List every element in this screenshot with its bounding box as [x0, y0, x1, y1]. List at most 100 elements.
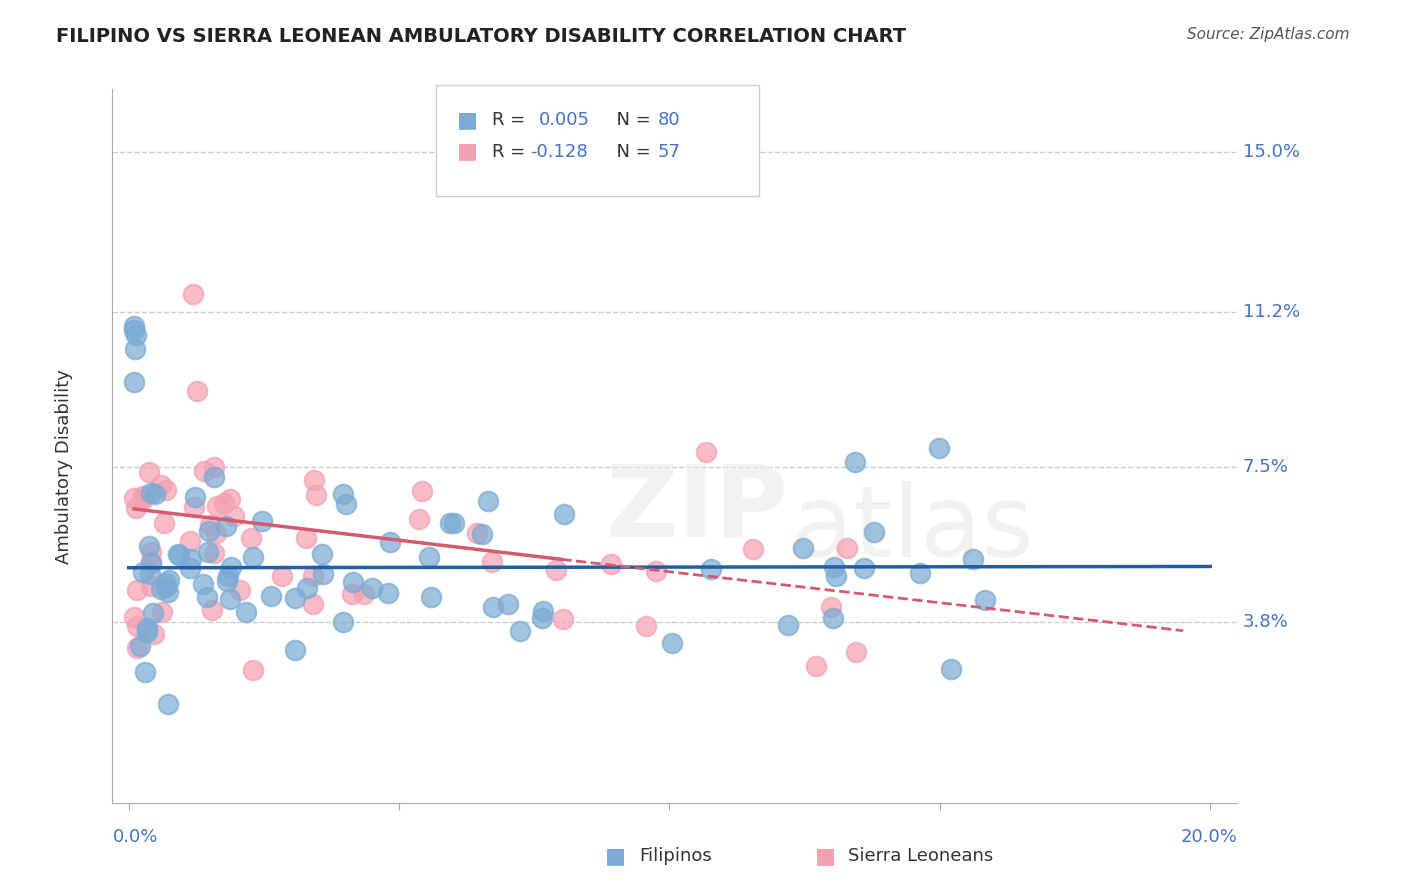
Text: 7.5%: 7.5%: [1243, 458, 1288, 476]
Text: Ambulatory Disability: Ambulatory Disability: [55, 369, 73, 565]
Filipinos: [215, 518, 238, 533]
Filipinos: [342, 574, 364, 589]
Filipinos: [219, 560, 242, 574]
Sierra Leoneans: [305, 488, 328, 502]
Filipinos: [142, 606, 165, 620]
Filipinos: [477, 494, 499, 508]
Sierra Leoneans: [132, 489, 155, 503]
Filipinos: [530, 611, 553, 625]
Filipinos: [139, 566, 162, 581]
Filipinos: [941, 662, 963, 676]
Filipinos: [862, 525, 884, 540]
Text: N =: N =: [605, 143, 657, 161]
Filipinos: [335, 497, 357, 511]
Filipinos: [284, 643, 307, 657]
Sierra Leoneans: [212, 496, 235, 510]
Filipinos: [134, 665, 156, 679]
Text: ■: ■: [605, 847, 626, 866]
Sierra Leoneans: [408, 512, 430, 526]
Filipinos: [824, 568, 846, 582]
Sierra Leoneans: [205, 500, 228, 514]
Sierra Leoneans: [122, 491, 145, 505]
Sierra Leoneans: [127, 582, 149, 597]
Sierra Leoneans: [149, 478, 172, 492]
Filipinos: [260, 589, 283, 603]
Sierra Leoneans: [600, 558, 623, 572]
Text: N =: N =: [605, 112, 657, 129]
Filipinos: [217, 568, 239, 582]
Text: R =: R =: [492, 112, 531, 129]
Sierra Leoneans: [201, 603, 224, 617]
Sierra Leoneans: [202, 459, 225, 474]
Filipinos: [823, 611, 845, 625]
Filipinos: [139, 486, 162, 500]
Sierra Leoneans: [181, 286, 204, 301]
Sierra Leoneans: [294, 531, 316, 545]
Text: 15.0%: 15.0%: [1243, 143, 1299, 161]
Filipinos: [191, 576, 214, 591]
Sierra Leoneans: [155, 483, 177, 498]
Sierra Leoneans: [551, 612, 574, 626]
Sierra Leoneans: [271, 568, 294, 582]
Sierra Leoneans: [138, 465, 160, 479]
Sierra Leoneans: [186, 384, 208, 398]
Sierra Leoneans: [837, 541, 859, 555]
Filipinos: [284, 591, 307, 605]
Text: ■: ■: [815, 847, 837, 866]
Sierra Leoneans: [125, 501, 148, 516]
Filipinos: [169, 548, 191, 562]
Text: atlas: atlas: [792, 482, 1033, 578]
Filipinos: [122, 376, 145, 390]
Sierra Leoneans: [132, 491, 155, 506]
Text: 11.2%: 11.2%: [1243, 302, 1299, 321]
Sierra Leoneans: [240, 532, 263, 546]
Filipinos: [122, 319, 145, 334]
Filipinos: [973, 593, 995, 607]
Sierra Leoneans: [204, 526, 226, 541]
Filipinos: [482, 600, 505, 615]
Sierra Leoneans: [218, 491, 240, 506]
Filipinos: [136, 625, 159, 640]
Filipinos: [531, 604, 554, 618]
Filipinos: [361, 581, 384, 595]
Sierra Leoneans: [636, 619, 658, 633]
Sierra Leoneans: [820, 599, 842, 614]
Sierra Leoneans: [141, 555, 163, 569]
Filipinos: [122, 323, 145, 337]
Filipinos: [443, 516, 465, 530]
Sierra Leoneans: [139, 545, 162, 559]
Filipinos: [155, 580, 177, 594]
Text: 0.005: 0.005: [538, 112, 589, 129]
Sierra Leoneans: [198, 517, 221, 532]
Filipinos: [139, 556, 162, 570]
Text: 80: 80: [658, 112, 681, 129]
Sierra Leoneans: [193, 464, 215, 478]
Text: ■: ■: [457, 142, 478, 161]
Filipinos: [311, 547, 333, 561]
Sierra Leoneans: [741, 542, 763, 557]
Filipinos: [332, 487, 354, 501]
Filipinos: [471, 527, 494, 541]
Filipinos: [155, 576, 177, 591]
Filipinos: [419, 591, 441, 605]
Text: Filipinos: Filipinos: [640, 847, 713, 865]
Filipinos: [124, 342, 146, 356]
Filipinos: [776, 618, 799, 632]
Filipinos: [496, 598, 519, 612]
Text: Source: ZipAtlas.com: Source: ZipAtlas.com: [1187, 27, 1350, 42]
Text: Sierra Leoneans: Sierra Leoneans: [848, 847, 993, 865]
Filipinos: [179, 560, 201, 574]
Filipinos: [157, 573, 180, 587]
Filipinos: [312, 566, 335, 581]
Filipinos: [202, 470, 225, 484]
Sierra Leoneans: [804, 659, 827, 673]
Text: FILIPINO VS SIERRA LEONEAN AMBULATORY DISABILITY CORRELATION CHART: FILIPINO VS SIERRA LEONEAN AMBULATORY DI…: [56, 27, 907, 45]
Filipinos: [143, 487, 166, 501]
Text: R =: R =: [492, 143, 531, 161]
Filipinos: [700, 562, 723, 576]
Sierra Leoneans: [150, 605, 173, 619]
Filipinos: [235, 605, 257, 619]
Sierra Leoneans: [302, 597, 325, 611]
Filipinos: [198, 524, 221, 538]
Sierra Leoneans: [125, 619, 148, 633]
